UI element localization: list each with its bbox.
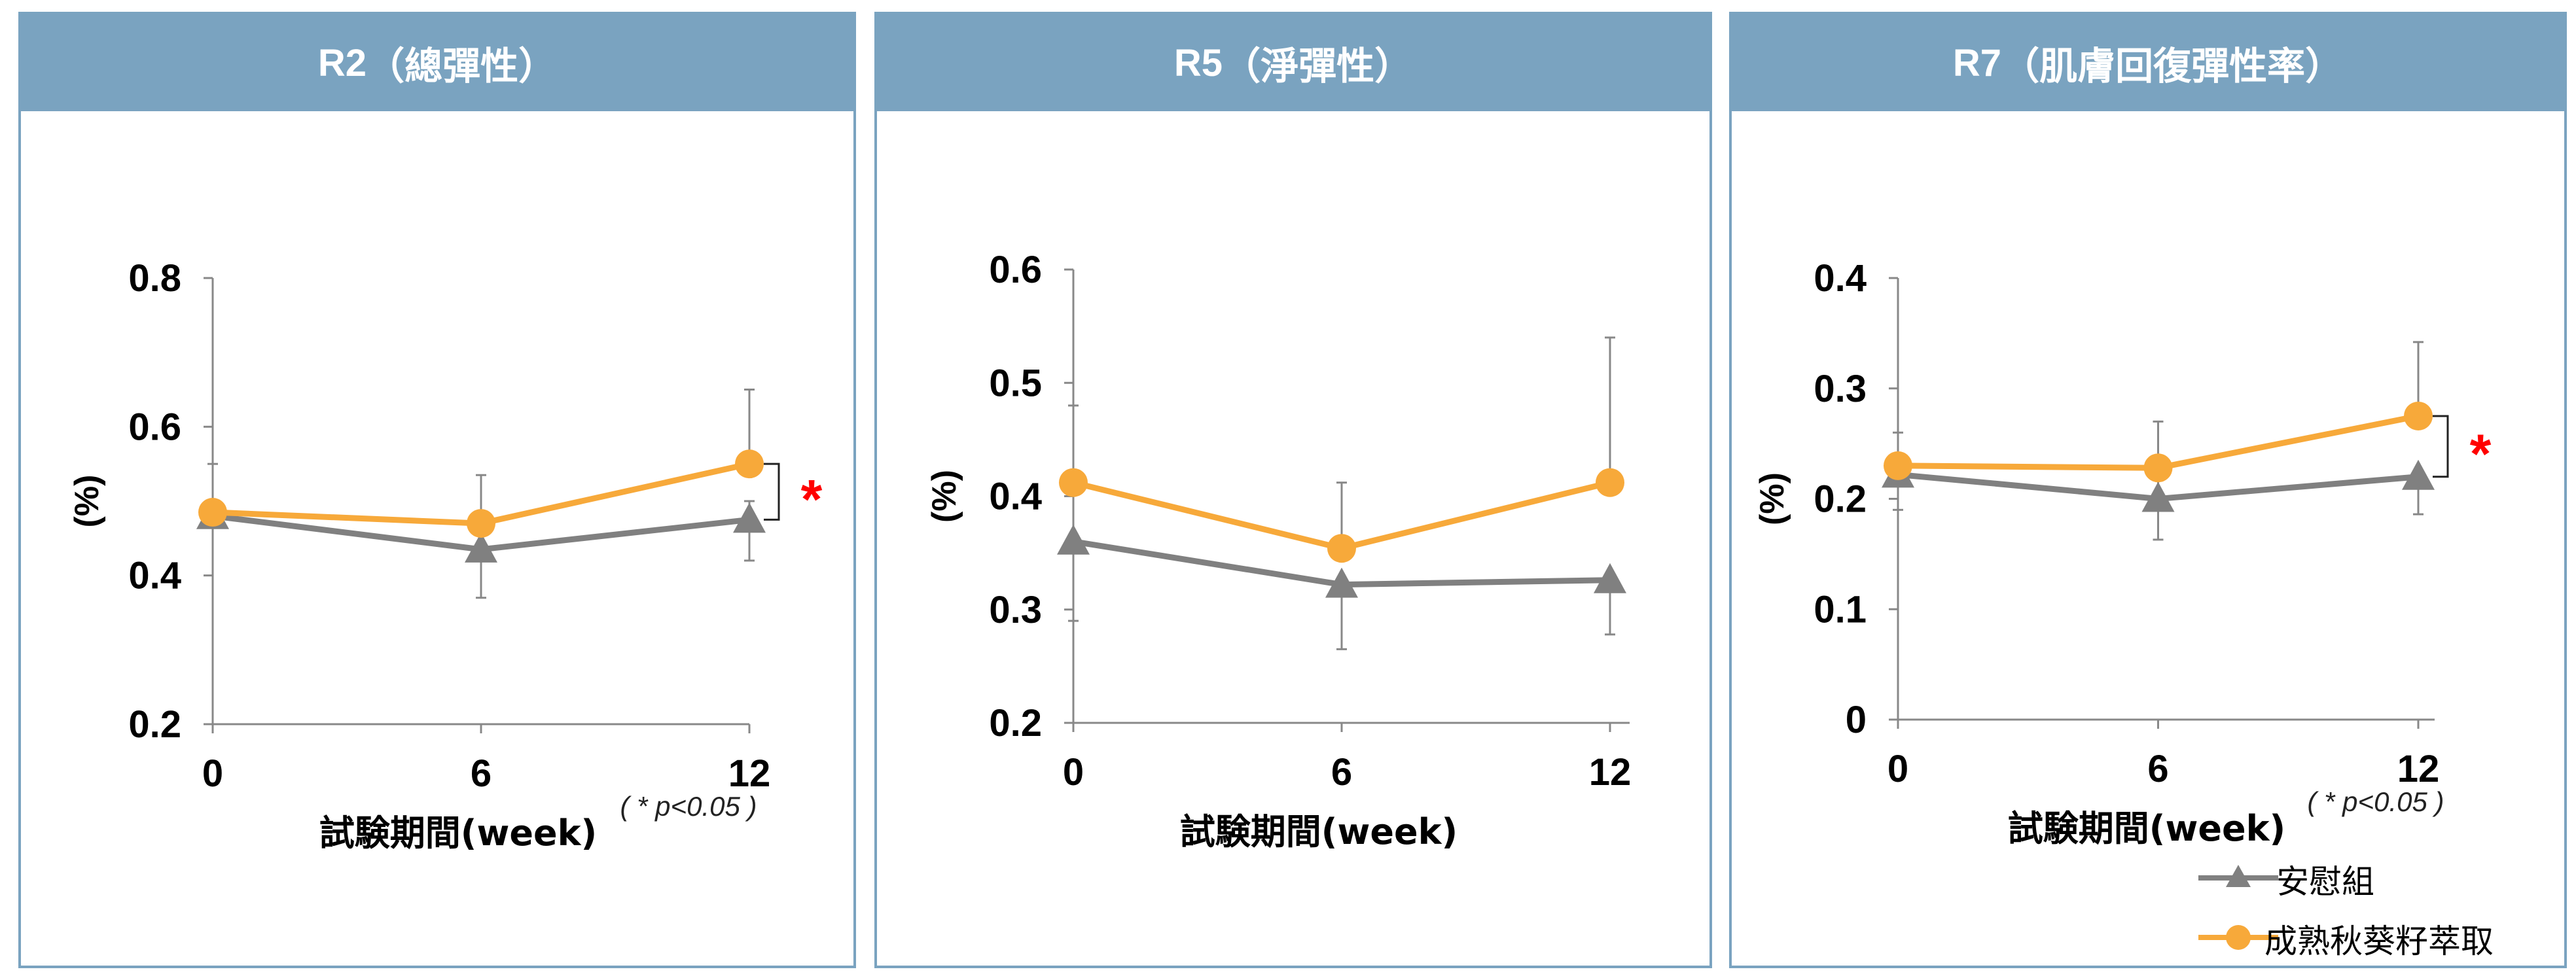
legend-extract-label: 成熟秋葵籽萃取: [2264, 922, 2494, 960]
y-tick-label: 0.1: [1814, 588, 1867, 631]
significance-asterisk: *: [2470, 423, 2492, 484]
triangle-point: [1325, 567, 1358, 598]
chart-3: 0 0.1 0.2 0.3 0.4 0 6 12 試験期間(week) (%) * ( * p<0.0…: [1753, 257, 2492, 849]
circle-point: [735, 449, 764, 479]
x-axis-label: 試験期間(week): [1180, 811, 1458, 852]
y-tick-label: 0.3: [989, 589, 1042, 631]
triangle-point: [1057, 524, 1090, 555]
legend-placebo-marker: [2198, 865, 2278, 887]
y-tick-label: 0.6: [989, 249, 1042, 291]
circle-point: [2143, 453, 2173, 483]
panel-header: R2 （總彈性）: [21, 14, 853, 111]
y-tick-label: 0.2: [989, 702, 1042, 744]
panel-title-text: （總彈性）: [367, 45, 557, 88]
circle-point: [467, 509, 495, 538]
x-axis-label: 試験期間(week): [2008, 808, 2285, 849]
legend-placebo-label: 安慰組: [2276, 863, 2374, 901]
p-value-note: ( * p<0.05 ): [2308, 786, 2444, 817]
panel-title-code: R7: [1952, 41, 2002, 84]
y-tick-label: 0.2: [1814, 478, 1867, 521]
significance-bracket: [2433, 415, 2449, 478]
circle-point: [2404, 401, 2433, 430]
y-tick-label: 0.6: [128, 406, 181, 448]
panel-header: R5 （淨彈性）: [877, 14, 1709, 111]
panel-r2: R2 （總彈性）: [18, 12, 856, 968]
circle-point: [1884, 451, 1912, 480]
y-tick-label: 0.4: [1814, 257, 1867, 300]
triangle-point: [733, 502, 766, 533]
chart-2: 0.2 0.3 0.4 0.5 0.6 0 6 12 試験期間(week) (%): [925, 249, 1631, 852]
x-axis-label: 試験期間(week): [319, 812, 597, 854]
y-axis-label: (%): [1753, 472, 1791, 525]
x-tick-label: 12: [2397, 748, 2440, 790]
circle-point: [1327, 534, 1356, 563]
p-value-note: ( * p<0.05 ): [620, 791, 757, 822]
legend-extract-marker: [2198, 925, 2278, 950]
circle-point: [198, 498, 227, 527]
y-tick-label: 0.4: [989, 476, 1042, 518]
panel-header: R7 （肌膚回復彈性率）: [1732, 14, 2564, 111]
y-tick-label: 0.8: [128, 257, 181, 300]
x-tick-label: 12: [728, 752, 771, 795]
x-tick-label: 0: [1063, 751, 1084, 794]
circle-point: [1059, 468, 1088, 497]
y-axis-label: (%): [925, 470, 963, 523]
triangle-point: [2141, 481, 2175, 512]
circle-point: [1596, 468, 1624, 497]
x-tick-label: 0: [202, 752, 223, 795]
y-tick-label: 0.4: [128, 555, 181, 597]
triangle-point: [465, 532, 497, 563]
triangle-point: [2402, 459, 2435, 490]
x-tick-label: 0: [1887, 748, 1908, 790]
y-tick-label: 0.5: [989, 362, 1042, 404]
y-axis-label: (%): [68, 475, 106, 528]
panel-title-code: R5: [1173, 41, 1223, 84]
significance-bracket: [764, 463, 780, 521]
x-tick-label: 12: [1589, 751, 1632, 794]
x-tick-label: 6: [471, 752, 492, 795]
chart-1: 0.2 0.4 0.6 0.8 0 6 12 試験期間(week) (%) * ( * p<0.05…: [68, 257, 823, 854]
x-tick-label: 6: [2147, 748, 2168, 790]
y-tick-label: 0.3: [1814, 368, 1867, 410]
triangle-point: [1594, 563, 1626, 593]
y-tick-label: 0.2: [128, 703, 181, 746]
panel-title-text: （肌膚回復彈性率）: [2001, 45, 2344, 88]
panel-title-code: R2: [317, 41, 367, 84]
significance-asterisk: *: [801, 468, 823, 530]
panel-title-text: （淨彈性）: [1223, 45, 1413, 88]
panel-r7: R7 （肌膚回復彈性率）: [1729, 12, 2567, 968]
y-tick-label: 0: [1846, 699, 1867, 741]
x-tick-label: 6: [1331, 751, 1352, 794]
